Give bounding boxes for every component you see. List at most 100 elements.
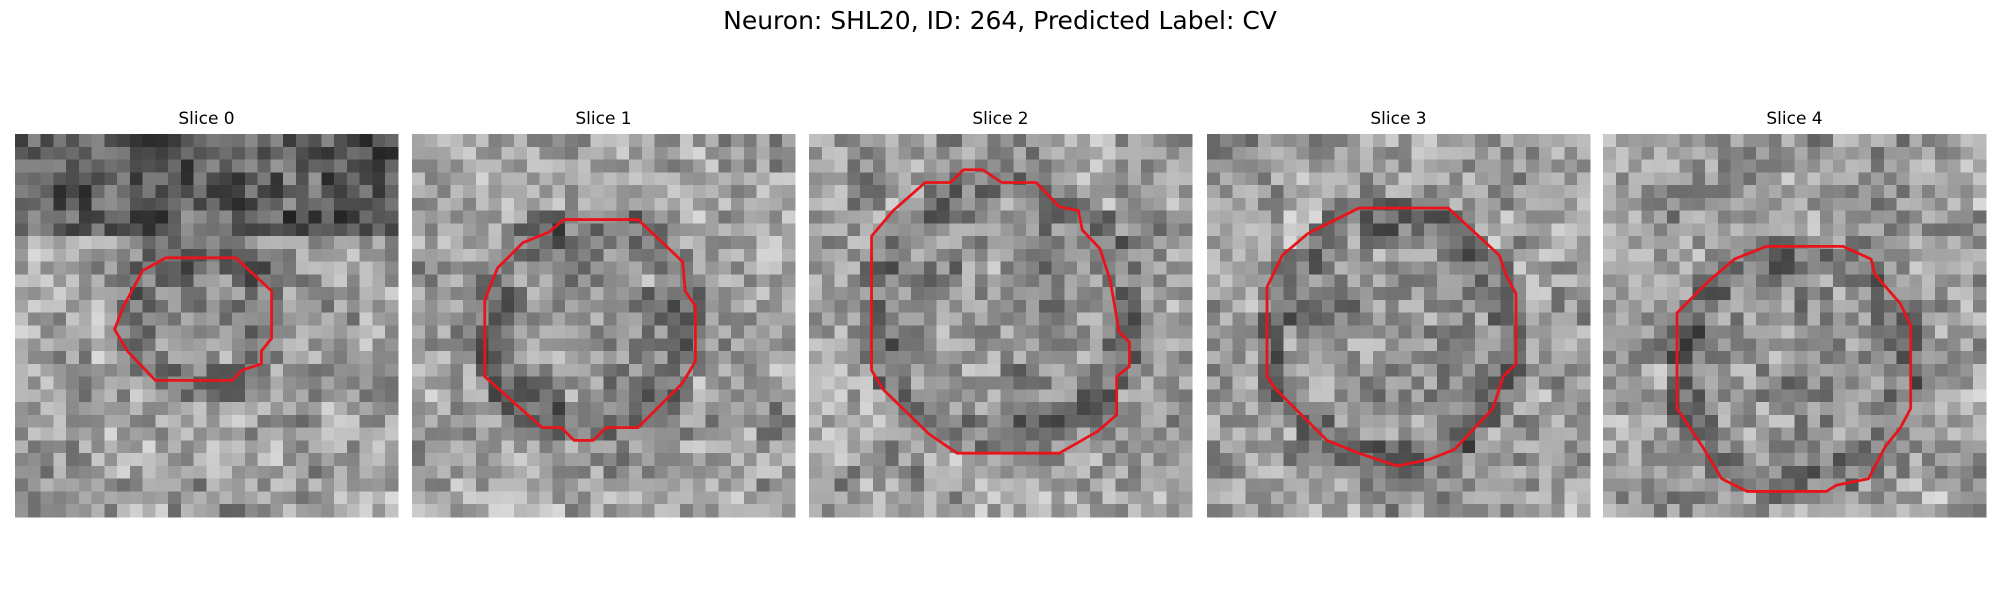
pixel <box>15 402 29 416</box>
pixel <box>692 210 707 224</box>
pixel <box>809 389 823 403</box>
pixel <box>142 197 156 211</box>
pixel <box>1166 223 1180 237</box>
pixel <box>756 504 770 518</box>
pixel <box>987 363 1001 377</box>
pixel <box>1026 376 1040 390</box>
pixel <box>898 338 912 352</box>
pixel <box>1730 440 1744 454</box>
pixel <box>244 185 258 199</box>
pixel <box>15 159 29 173</box>
pixel <box>1896 287 1910 301</box>
pixel <box>1089 338 1104 352</box>
pixel <box>412 159 426 173</box>
pixel <box>616 427 630 441</box>
pixel <box>168 465 182 480</box>
pixel <box>834 338 848 352</box>
pixel <box>731 325 745 339</box>
pixel <box>603 453 617 467</box>
pixel <box>206 312 220 326</box>
pixel <box>359 427 373 441</box>
pixel <box>1475 223 1489 237</box>
pixel <box>219 376 233 390</box>
pixel <box>1026 325 1040 339</box>
pixel <box>1089 440 1104 454</box>
pixel <box>705 427 719 441</box>
pixel <box>232 146 246 160</box>
pixel <box>526 312 541 326</box>
pixel <box>129 363 144 377</box>
pixel <box>885 248 899 263</box>
pixel <box>898 197 912 211</box>
pixel <box>1973 376 1987 390</box>
pixel <box>1883 312 1898 326</box>
pixel <box>334 210 348 224</box>
pixel <box>1038 172 1052 186</box>
pixel <box>1934 453 1949 467</box>
pixel <box>1947 453 1961 467</box>
pixel <box>359 325 373 339</box>
pixel <box>1615 427 1629 441</box>
pixel <box>1321 248 1336 263</box>
pixel <box>1717 134 1732 148</box>
pixel <box>705 491 719 505</box>
pixel <box>1717 351 1732 365</box>
pixel <box>1064 210 1078 224</box>
pixel <box>1013 351 1027 365</box>
pixel <box>308 402 322 416</box>
pixel <box>1909 504 1923 518</box>
pixel <box>680 414 694 429</box>
pixel <box>53 338 67 352</box>
pixel <box>1179 351 1193 365</box>
pixel <box>1692 402 1706 416</box>
pixel <box>667 197 681 211</box>
pixel <box>1807 274 1821 288</box>
pixel <box>1564 248 1578 263</box>
pixel <box>1128 172 1142 186</box>
pixel <box>1679 197 1693 211</box>
pixel <box>1934 363 1949 377</box>
pixel <box>1372 299 1387 314</box>
pixel <box>155 453 169 467</box>
pixel <box>346 146 361 160</box>
pixel <box>1207 389 1221 403</box>
pixel <box>104 223 118 237</box>
pixel <box>1896 440 1910 454</box>
pixel <box>40 185 54 199</box>
pixel <box>1960 236 1974 250</box>
pixel <box>1934 414 1949 429</box>
pixel <box>1832 389 1846 403</box>
pixel <box>1219 261 1233 275</box>
pixel <box>219 363 233 377</box>
pixel <box>514 325 528 339</box>
pixel <box>1858 402 1872 416</box>
pixel <box>155 402 169 416</box>
pixel <box>705 134 719 148</box>
pixel <box>1334 478 1348 492</box>
pixel <box>180 210 195 224</box>
pixel <box>1038 248 1052 263</box>
pixel <box>437 402 451 416</box>
pixel <box>1526 338 1540 352</box>
pixel <box>692 159 707 173</box>
pixel <box>923 223 938 237</box>
pixel <box>1615 197 1629 211</box>
pixel <box>1692 172 1706 186</box>
pixel <box>219 248 233 263</box>
pixel <box>66 159 80 173</box>
pixel <box>437 236 451 250</box>
pixel <box>321 478 335 492</box>
pixel <box>308 363 322 377</box>
pixel <box>1309 287 1323 301</box>
pixel <box>78 134 92 148</box>
pixel <box>949 312 963 326</box>
pixel <box>923 261 938 275</box>
pixel <box>412 185 426 199</box>
pixel <box>616 312 630 326</box>
pixel <box>334 146 348 160</box>
pixel <box>270 312 284 326</box>
pixel <box>180 491 195 505</box>
pixel <box>629 274 643 288</box>
pixel <box>193 236 207 250</box>
pixel <box>1411 402 1425 416</box>
